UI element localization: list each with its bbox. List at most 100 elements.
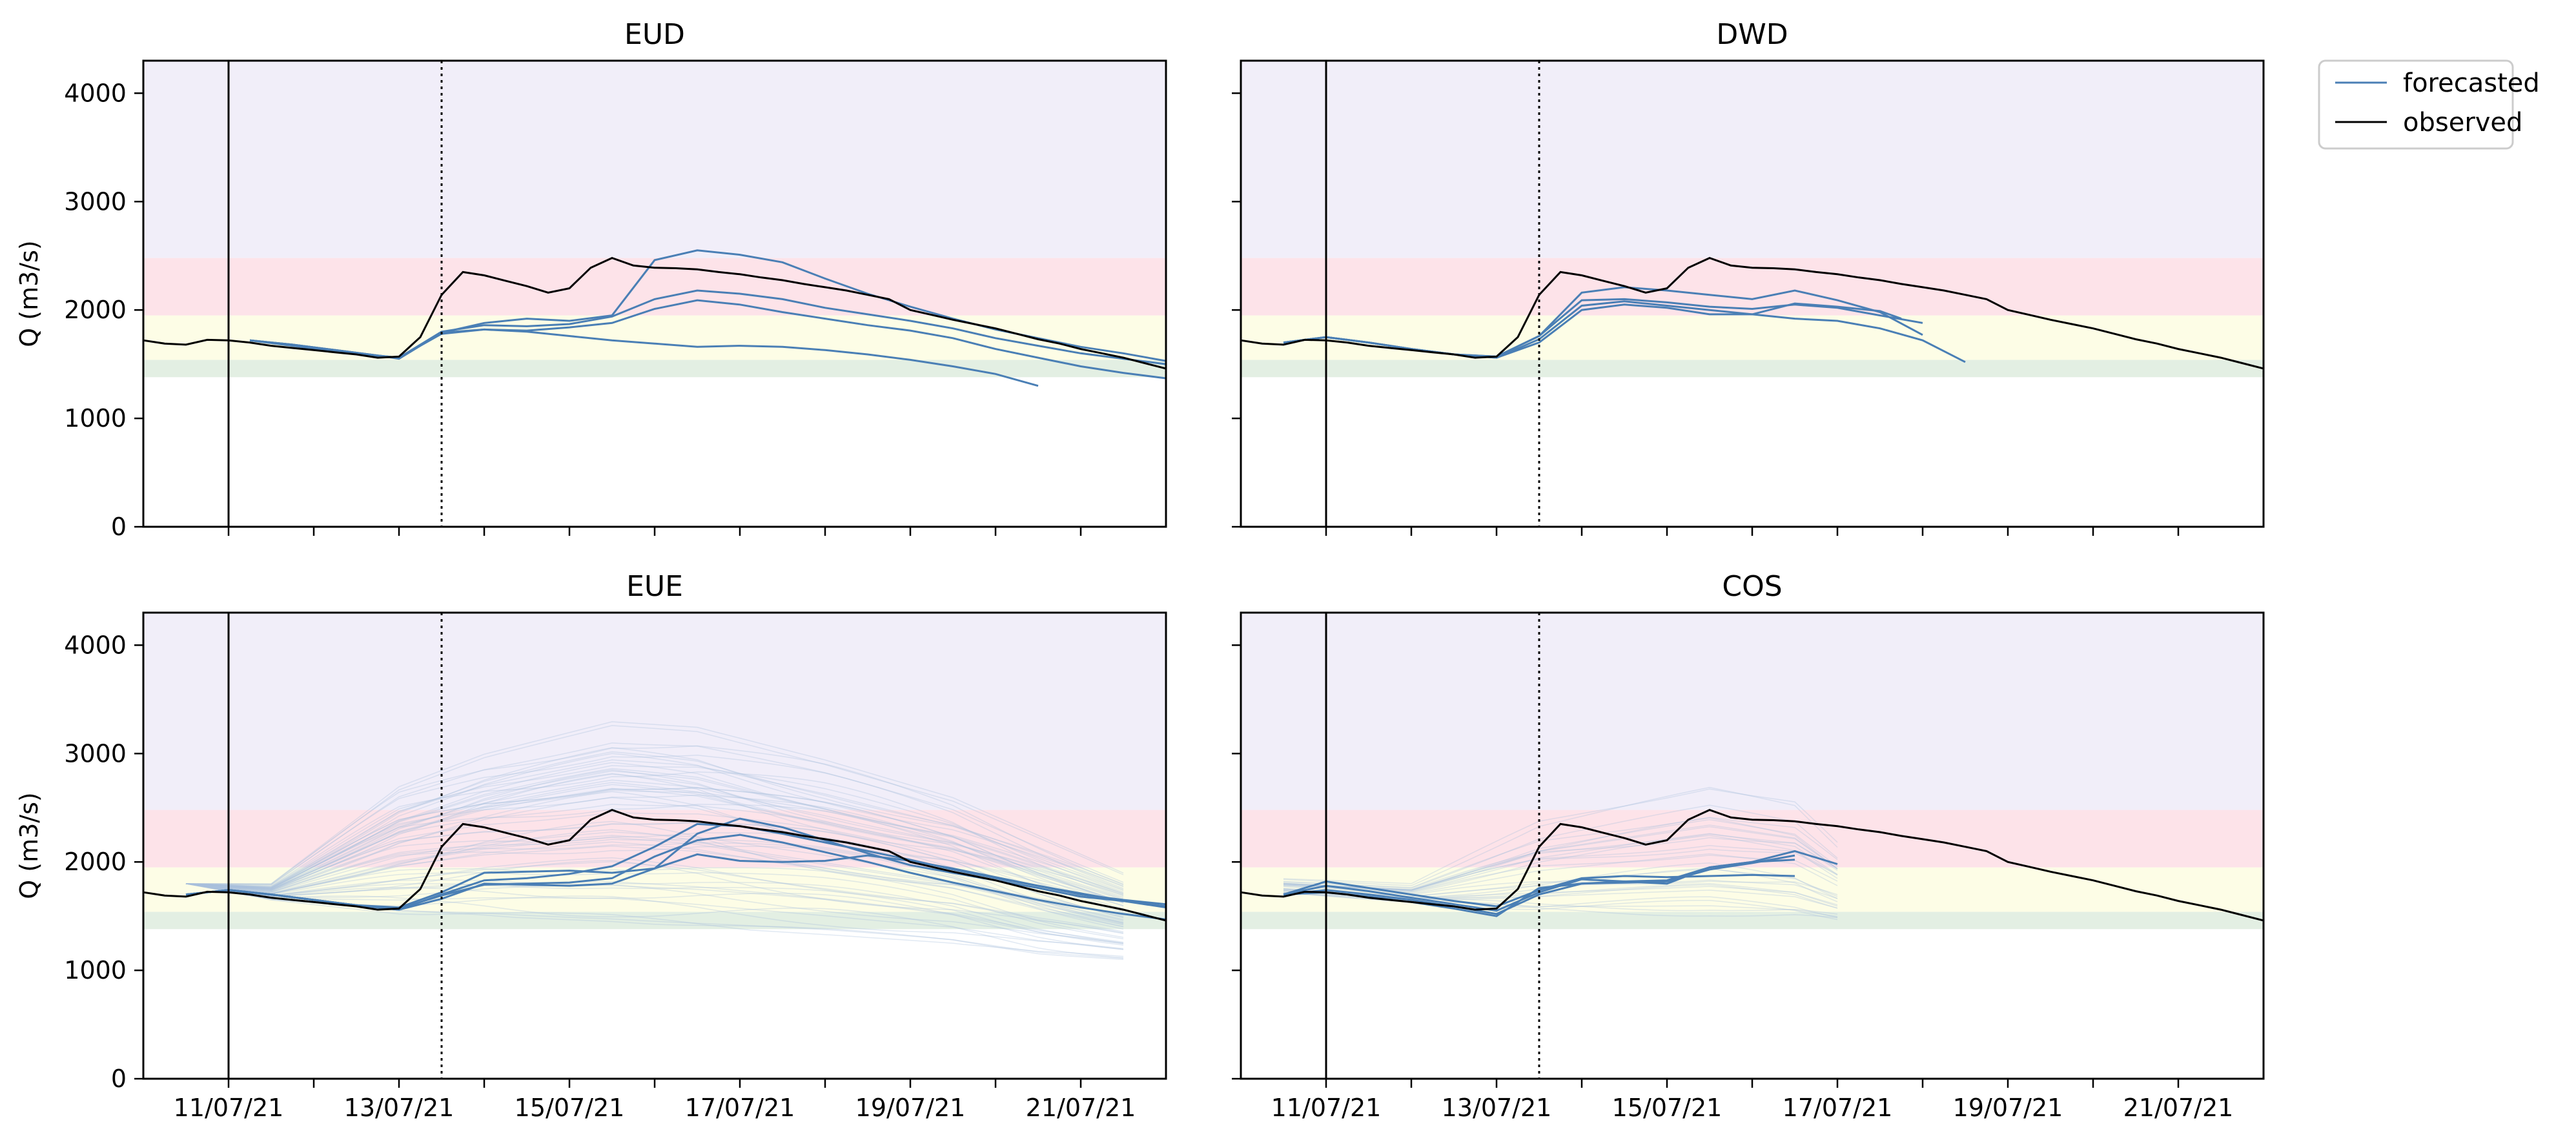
ensemble-member-line-47 bbox=[186, 721, 1124, 884]
panel-title: DWD bbox=[1716, 18, 1788, 51]
legend-forecasted-label: forecasted bbox=[2403, 68, 2540, 98]
ensemble-member-line-20 bbox=[1283, 892, 1838, 921]
threshold-band-2 bbox=[143, 258, 1166, 316]
ensemble-member-line-18 bbox=[185, 725, 1124, 885]
forecast-line-2 bbox=[1283, 854, 1795, 915]
threshold-band-3 bbox=[1241, 61, 2264, 258]
ensemble-member-line-48 bbox=[185, 883, 1124, 944]
ensemble-member-line-8 bbox=[185, 883, 1124, 946]
y-axis: 0 1000 2000 3000 4000 bbox=[64, 631, 143, 1093]
ensemble-member-line-34 bbox=[185, 759, 1124, 890]
x-tick-label: 21/07/21 bbox=[1026, 1094, 1136, 1122]
x-tick-label: 11/07/21 bbox=[174, 1094, 284, 1122]
x-tick-label: 13/07/21 bbox=[344, 1094, 455, 1122]
observed-line bbox=[1240, 808, 2264, 922]
ensemble-member-line-45 bbox=[185, 765, 1124, 893]
observed-line bbox=[143, 256, 1167, 370]
ensemble-member-line-49 bbox=[185, 794, 1124, 906]
threshold-band-0 bbox=[1241, 912, 2264, 930]
threshold-band-3 bbox=[1241, 613, 2264, 810]
ensemble-member-line-22 bbox=[185, 822, 1124, 919]
y-tick-label: 2000 bbox=[64, 848, 127, 876]
threshold-band-2 bbox=[1241, 258, 2264, 316]
x-tick-label: 21/07/21 bbox=[2123, 1094, 2234, 1122]
y-tick-label: 4000 bbox=[64, 631, 127, 659]
forecast-lines bbox=[185, 817, 1167, 921]
ensemble-member-line-51 bbox=[185, 883, 1124, 959]
ensemble-member-line-33 bbox=[185, 829, 1124, 921]
ensemble-member-line-21 bbox=[185, 751, 1124, 888]
ensemble-member-line-9 bbox=[185, 755, 1124, 889]
observed-line-path bbox=[143, 808, 1167, 922]
x-axis: 11/07/21 13/07/21 15/07/21 17/07/21 19/07/21… bbox=[174, 1079, 1136, 1122]
ensemble-member-line-12 bbox=[185, 861, 1124, 934]
ensemble-member-line-17 bbox=[185, 845, 1124, 928]
ensemble-member-line-55 bbox=[185, 879, 1124, 944]
time-markers bbox=[227, 61, 443, 527]
legend-observed-label: observed bbox=[2403, 108, 2522, 138]
ensemble-member-line-22 bbox=[1283, 817, 1838, 888]
ensemble-member-line-44 bbox=[185, 788, 1124, 902]
ensemble-member-line-25 bbox=[1283, 787, 1838, 886]
ensemble-member-line-35 bbox=[185, 821, 1124, 918]
x-axis bbox=[227, 527, 1082, 536]
y-tick-label: 3000 bbox=[64, 187, 127, 216]
ensemble-member-line-41 bbox=[185, 881, 1124, 943]
y-axis bbox=[1232, 644, 1241, 1080]
threshold-band-1 bbox=[143, 867, 1166, 912]
ensemble-member-line-31 bbox=[185, 773, 1124, 896]
threshold-band-3 bbox=[143, 61, 1166, 258]
ensemble-member-line-46 bbox=[185, 872, 1124, 939]
ensemble-member-line-7 bbox=[1283, 835, 1838, 893]
panel-dwd: DWD bbox=[1232, 18, 2265, 536]
threshold-band-0 bbox=[143, 912, 1166, 930]
y-tick-label: 4000 bbox=[64, 79, 127, 107]
observed-line-path bbox=[1240, 808, 2264, 922]
ensemble-member-line-5 bbox=[185, 768, 1124, 894]
observed-line bbox=[143, 808, 1167, 922]
forecast-line-3 bbox=[185, 833, 1167, 921]
threshold-band-0 bbox=[143, 360, 1166, 378]
x-tick-label: 17/07/21 bbox=[685, 1094, 795, 1122]
ensemble-member-line-30 bbox=[185, 860, 1124, 933]
threshold-band-3 bbox=[143, 613, 1166, 810]
observed-line-path bbox=[143, 256, 1167, 370]
y-axis bbox=[1232, 92, 1241, 528]
panel-title: EUE bbox=[626, 570, 683, 603]
x-tick-label: 19/07/21 bbox=[855, 1094, 966, 1122]
x-tick-label: 13/07/21 bbox=[1442, 1094, 1552, 1122]
ensemble-member-line-5 bbox=[1283, 837, 1838, 890]
ensemble-member-line-7 bbox=[185, 797, 1124, 906]
forecast-line-0 bbox=[1283, 873, 1795, 908]
ensemble-member-line-1 bbox=[185, 804, 1124, 912]
threshold-band-1 bbox=[1241, 315, 2264, 360]
panel-eud: 0 1000 2000 3000 4000 EUD Q (m3/s) bbox=[15, 18, 1167, 541]
y-tick-label: 0 bbox=[111, 1065, 127, 1093]
y-axis: 0 1000 2000 3000 4000 bbox=[64, 79, 143, 541]
x-tick-label: 15/07/21 bbox=[1612, 1094, 1722, 1122]
ensemble-member-line-23 bbox=[185, 769, 1124, 895]
ensemble-member-line-19 bbox=[185, 762, 1124, 892]
x-axis bbox=[1325, 527, 2180, 536]
ensemble-member-line-58 bbox=[185, 787, 1124, 903]
threshold-band-0 bbox=[1241, 360, 2264, 378]
ensemble-member-line-42 bbox=[185, 742, 1124, 886]
ensemble-member-line-39 bbox=[185, 782, 1124, 900]
ensemble-member-line-36 bbox=[185, 804, 1124, 910]
ensemble-member-line-16 bbox=[185, 883, 1124, 944]
ensemble-member-line-14 bbox=[1283, 854, 1838, 893]
y-axis-label: Q (m3/s) bbox=[15, 792, 43, 899]
y-axis-label: Q (m3/s) bbox=[15, 240, 43, 347]
ensemble-member-line-32 bbox=[185, 857, 1124, 933]
threshold-bands bbox=[1241, 613, 2264, 930]
y-tick-label: 1000 bbox=[64, 404, 127, 433]
x-axis: 11/07/21 13/07/21 15/07/21 17/07/21 19/07/21… bbox=[1271, 1079, 2234, 1122]
forecast-lines bbox=[1283, 286, 1966, 363]
y-tick-label: 2000 bbox=[64, 296, 127, 324]
ensemble-member-line-0 bbox=[185, 784, 1124, 901]
forecast-lines bbox=[1283, 850, 1838, 917]
panel-cos: 11/07/21 13/07/21 15/07/21 17/07/21 19/07/21… bbox=[1232, 570, 2265, 1122]
threshold-bands bbox=[1241, 61, 2264, 378]
time-markers bbox=[1325, 613, 1540, 1079]
